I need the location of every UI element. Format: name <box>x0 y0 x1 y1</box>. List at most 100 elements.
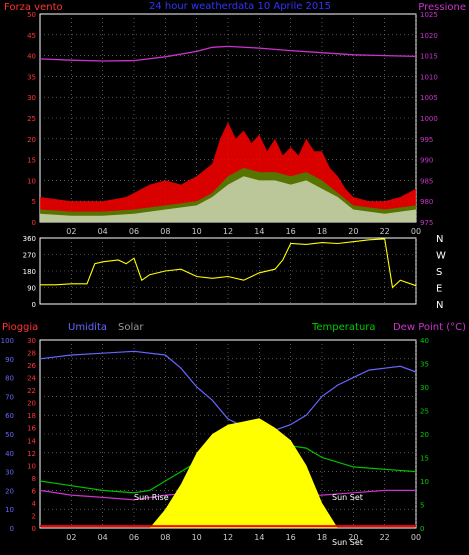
humidity-y-tick-label: 60 <box>5 412 14 420</box>
temperature-y-tick-label: 20 <box>420 431 429 439</box>
humidity-y-tick-label: 100 <box>1 337 14 345</box>
direction-y-tick-label: 90 <box>27 285 36 293</box>
direction-label: N <box>436 300 443 311</box>
wind-series <box>39 45 417 222</box>
x-tick-label: 22 <box>380 533 390 542</box>
pressure-y-tick-label: 1015 <box>420 53 438 61</box>
rain-y-tick-label: 6 <box>32 487 37 495</box>
direction-y-tick-label: 270 <box>23 252 36 260</box>
temp-series <box>39 350 417 528</box>
pressure-y-tick-label: 990 <box>420 157 433 165</box>
sunrise-label: Sun Rise <box>134 493 169 502</box>
rain-y-tick-label: 2 <box>32 512 36 520</box>
humidity-y-tick-label: 80 <box>5 375 14 383</box>
wind-x-ticks: 02 04 06 08 10 12 14 16 18 20 22 00 <box>66 227 421 236</box>
temperature-y-ticks: 0 5 10 15 20 25 30 35 40 <box>420 337 429 533</box>
pressure-y-ticks: 975 980 985 990 995 1000 1005 1010 1015 1020 1025 <box>420 11 438 227</box>
rain-y-tick-label: 8 <box>32 475 36 483</box>
rain-y-tick-label: 16 <box>27 425 36 433</box>
temperature-humidity-panel: Pioggia Umidita Solar Temperatura Dew Po… <box>1 322 466 547</box>
humidity-y-tick-label: 90 <box>5 356 14 364</box>
rain-y-tick-label: 20 <box>27 400 36 408</box>
humidity-y-tick-label: 50 <box>5 431 14 439</box>
x-tick-label: 20 <box>348 227 358 236</box>
humidity-y-tick-label: 70 <box>5 393 14 401</box>
wind-y-tick-label: 35 <box>27 73 36 81</box>
pressure-y-tick-label: 1010 <box>420 73 438 81</box>
rain-axis-label: Pioggia <box>2 322 38 333</box>
humidity-y-tick-label: 40 <box>5 450 14 458</box>
temperature-y-tick-label: 5 <box>420 502 424 510</box>
rain-y-tick-label: 22 <box>27 387 36 395</box>
rain-y-tick-label: 18 <box>27 412 36 420</box>
x-tick-label: 10 <box>192 533 202 542</box>
solar-series-area <box>149 418 338 528</box>
x-tick-label: 18 <box>317 227 327 236</box>
temp-x-ticks: 02 04 06 08 10 12 14 16 18 20 22 00 <box>66 533 421 542</box>
chart-title: 24 hour weatherdata 10 Aprile 2015 <box>149 1 331 12</box>
humidity-y-tick-label: 0 <box>10 525 14 533</box>
direction-label: W <box>436 251 446 262</box>
direction-y-tick-label: 0 <box>32 301 36 309</box>
wind-y-tick-label: 25 <box>27 115 36 123</box>
temperature-y-tick-label: 15 <box>420 455 429 463</box>
x-tick-label: 20 <box>348 533 358 542</box>
wind-y-tick-label: 5 <box>32 198 36 206</box>
direction-y-tick-label: 360 <box>23 235 36 243</box>
temperature-y-tick-label: 10 <box>420 478 429 486</box>
rain-y-tick-label: 30 <box>27 337 36 345</box>
x-tick-label: 16 <box>286 227 296 236</box>
wind-pressure-panel: Forza vento 24 hour weatherdata 10 April… <box>4 1 466 236</box>
direction-grid <box>40 238 417 304</box>
wind-y-tick-label: 50 <box>27 11 36 19</box>
x-tick-label: 12 <box>223 533 233 542</box>
direction-series-line <box>40 238 417 289</box>
rain-y-tick-label: 14 <box>27 437 36 445</box>
x-tick-label: 08 <box>160 227 170 236</box>
pressure-y-tick-label: 1025 <box>420 11 438 19</box>
x-tick-label: 10 <box>192 227 202 236</box>
humidity-y-tick-label: 10 <box>5 506 14 514</box>
pressure-y-tick-label: 980 <box>420 198 433 206</box>
x-tick-label: 22 <box>380 227 390 236</box>
humidity-y-tick-label: 30 <box>5 469 14 477</box>
x-tick-label: 14 <box>254 533 264 542</box>
wind-series-area <box>40 176 416 222</box>
wind-y-tick-label: 10 <box>27 177 36 185</box>
x-tick-label: 00 <box>411 227 421 236</box>
x-tick-label: 06 <box>129 227 139 236</box>
humidity-y-ticks: 0 10 20 30 40 50 60 70 80 90 100 <box>1 337 14 533</box>
rain-y-tick-label: 26 <box>27 362 36 370</box>
x-tick-label: 12 <box>223 227 233 236</box>
wind-y-tick-label: 40 <box>27 53 36 61</box>
x-tick-label: 14 <box>254 227 264 236</box>
pressure-y-tick-label: 985 <box>420 177 433 185</box>
temperature-y-tick-label: 25 <box>420 408 429 416</box>
humidity-axis-label: Umidita <box>68 322 107 333</box>
pressure-series-line <box>39 45 417 62</box>
direction-label: S <box>436 267 442 278</box>
x-tick-label: 18 <box>317 533 327 542</box>
solar-axis-label: Solar <box>118 322 144 333</box>
wind-y-ticks: 0 5 10 15 20 25 30 35 40 45 50 <box>27 11 36 227</box>
humidity-y-tick-label: 20 <box>5 487 14 495</box>
sunset-label: Sun Set <box>332 493 363 502</box>
pressure-y-tick-label: 995 <box>420 136 433 144</box>
dewpoint-axis-label: Dew Point (°C) <box>393 322 466 333</box>
x-tick-label: 02 <box>66 533 76 542</box>
rain-y-tick-label: 24 <box>27 375 36 383</box>
current-time-label: Sun Set <box>332 538 363 547</box>
pressure-y-tick-label: 1020 <box>420 32 438 40</box>
direction-label: N <box>436 234 443 245</box>
temperature-y-tick-label: 40 <box>420 337 429 345</box>
direction-y-tick-label: 180 <box>23 268 36 276</box>
direction-y-ticks: 0 90 180 270 360 <box>23 235 36 309</box>
x-tick-label: 16 <box>286 533 296 542</box>
wind-y-tick-label: 45 <box>27 32 36 40</box>
pressure-axis-label: Pressione <box>418 2 466 13</box>
wind-y-tick-label: 15 <box>27 157 36 165</box>
